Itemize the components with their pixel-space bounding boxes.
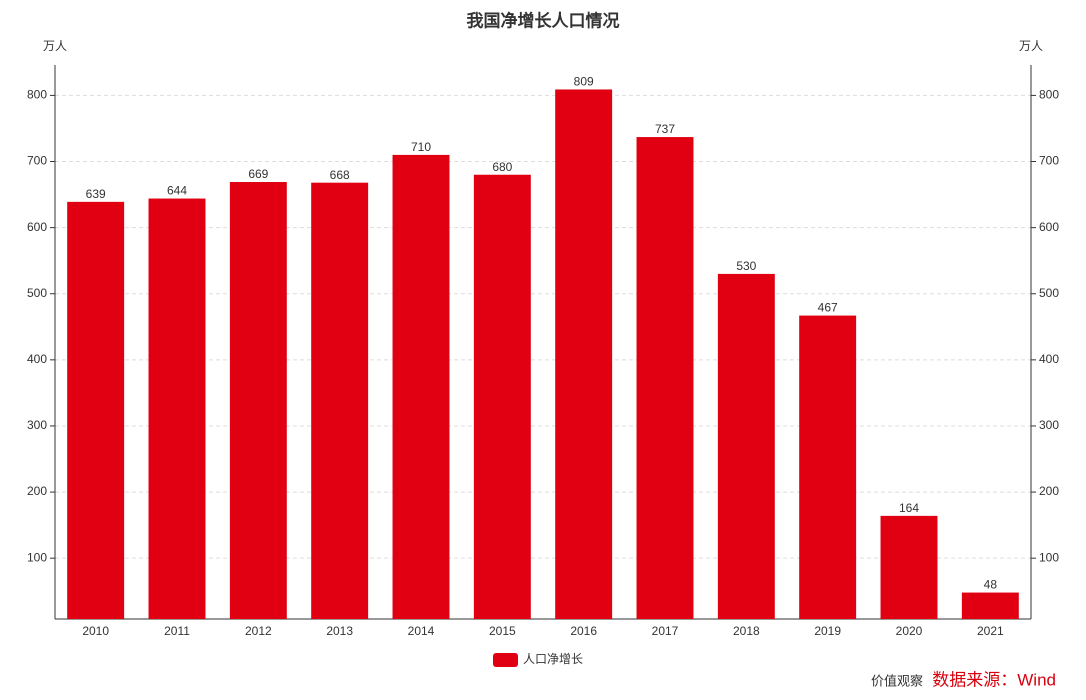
y2-tick-label: 300 xyxy=(1039,418,1059,432)
x-tick-label: 2014 xyxy=(408,624,435,638)
source: 数据来源：Wind xyxy=(932,670,1056,689)
bar xyxy=(392,154,450,619)
y-tick-label: 200 xyxy=(27,484,47,498)
bar xyxy=(473,174,531,619)
value-label: 668 xyxy=(330,168,350,182)
x-tick-label: 2020 xyxy=(896,624,923,638)
bar xyxy=(636,137,694,619)
y-tick-label: 700 xyxy=(27,154,47,168)
y2-tick-label: 700 xyxy=(1039,154,1059,168)
legend-label: 人口净增长 xyxy=(523,652,583,666)
y2-tick-label: 200 xyxy=(1039,484,1059,498)
y-tick-label: 600 xyxy=(27,220,47,234)
value-label: 680 xyxy=(492,160,512,174)
bar xyxy=(880,515,938,619)
y2-tick-label: 500 xyxy=(1039,286,1059,300)
y2-tick-label: 100 xyxy=(1039,550,1059,564)
x-tick-label: 2019 xyxy=(814,624,841,638)
x-tick-label: 2018 xyxy=(733,624,760,638)
x-tick-label: 2015 xyxy=(489,624,516,638)
legend-swatch xyxy=(493,653,518,667)
bar xyxy=(311,182,369,619)
x-tick-label: 2010 xyxy=(82,624,109,638)
y-tick-label: 100 xyxy=(27,550,47,564)
x-tick-label: 2016 xyxy=(570,624,597,638)
x-tick-label: 2013 xyxy=(326,624,353,638)
value-label: 644 xyxy=(167,184,187,198)
bar xyxy=(229,182,287,619)
y-tick-label: 300 xyxy=(27,418,47,432)
watermark: 价值观察 xyxy=(871,673,923,688)
value-label: 639 xyxy=(86,187,106,201)
bar xyxy=(67,201,125,619)
bar xyxy=(555,89,613,619)
value-label: 710 xyxy=(411,140,431,154)
chart-title: 我国净增长人口情况 xyxy=(467,10,620,30)
value-label: 669 xyxy=(248,167,268,181)
y-tick-label: 800 xyxy=(27,88,47,102)
x-tick-label: 2012 xyxy=(245,624,272,638)
y-tick-label: 400 xyxy=(27,352,47,366)
x-tick-label: 2021 xyxy=(977,624,1004,638)
bar xyxy=(961,592,1019,619)
x-tick-label: 2011 xyxy=(164,624,190,638)
value-label: 48 xyxy=(984,578,998,592)
y-tick-label: 500 xyxy=(27,286,47,300)
value-label: 530 xyxy=(736,259,756,273)
value-label: 164 xyxy=(899,501,919,515)
bar xyxy=(148,198,206,620)
y2-tick-label: 800 xyxy=(1039,88,1059,102)
y2-tick-label: 600 xyxy=(1039,220,1059,234)
value-label: 737 xyxy=(655,122,675,136)
y2-tick-label: 400 xyxy=(1039,352,1059,366)
bar xyxy=(717,273,775,619)
bar xyxy=(799,315,857,619)
y-axis-label: 万人 xyxy=(43,39,67,53)
value-label: 467 xyxy=(818,301,838,315)
value-label: 809 xyxy=(574,75,594,89)
x-tick-label: 2017 xyxy=(652,624,679,638)
y2-axis-label: 万人 xyxy=(1019,39,1043,53)
